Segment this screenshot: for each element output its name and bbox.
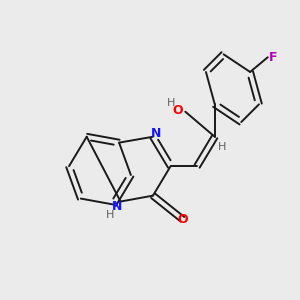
Text: F: F <box>269 51 277 64</box>
Text: N: N <box>112 200 122 213</box>
Text: H: H <box>167 98 176 108</box>
Text: H: H <box>106 210 114 220</box>
Text: O: O <box>177 213 188 226</box>
Text: H: H <box>218 142 226 152</box>
Text: O: O <box>173 104 183 117</box>
Text: N: N <box>151 127 162 140</box>
